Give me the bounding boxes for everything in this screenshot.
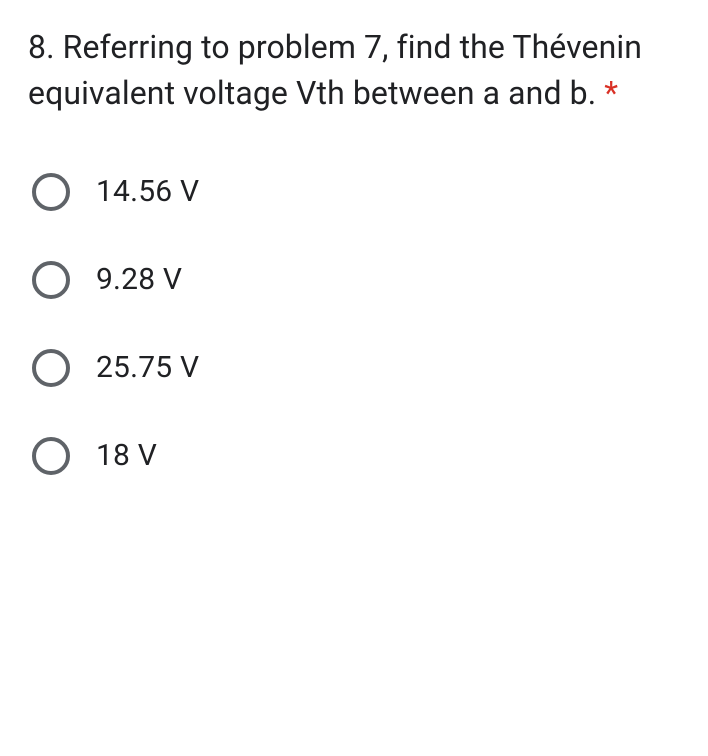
radio-icon (32, 173, 70, 211)
question-text: 8. Referring to problem 7, find the Thév… (28, 24, 680, 117)
option-label: 18 V (96, 438, 157, 473)
required-asterisk: * (604, 74, 618, 112)
options-group: 14.56 V 9.28 V 25.75 V 18 V (28, 173, 680, 475)
radio-icon (32, 437, 70, 475)
radio-icon (32, 261, 70, 299)
question-body: 8. Referring to problem 7, find the Thév… (28, 28, 642, 112)
option-label: 25.75 V (96, 350, 199, 385)
option-label: 14.56 V (96, 174, 199, 209)
option-2[interactable]: 9.28 V (32, 261, 680, 299)
option-1[interactable]: 14.56 V (32, 173, 680, 211)
option-4[interactable]: 18 V (32, 437, 680, 475)
radio-icon (32, 349, 70, 387)
option-3[interactable]: 25.75 V (32, 349, 680, 387)
option-label: 9.28 V (96, 262, 182, 297)
